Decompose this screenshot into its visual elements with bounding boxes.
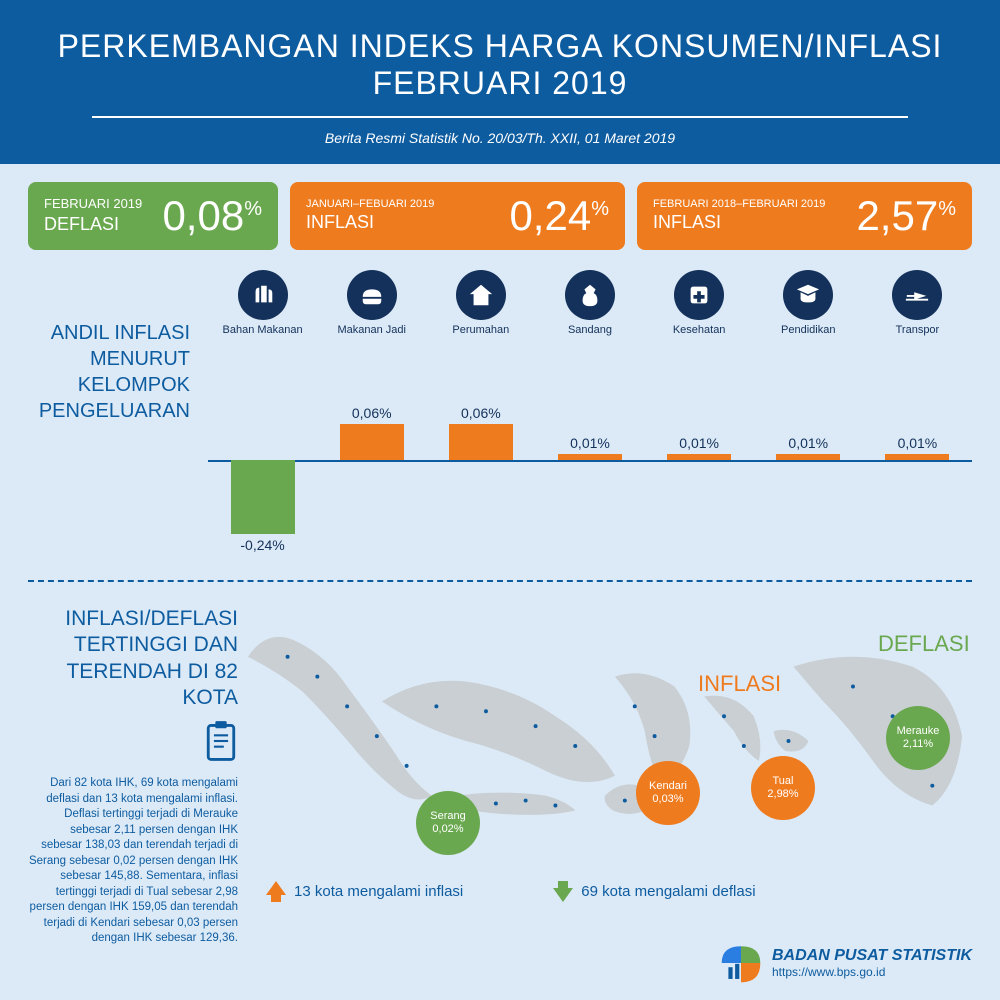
title-line1: PERKEMBANGAN INDEKS HARGA KONSUMEN/INFLA…: [20, 28, 980, 65]
pin-circle: Serang0,02%: [416, 791, 480, 855]
stat-label: INFLASI: [306, 211, 434, 234]
category-icon: [674, 270, 724, 320]
pin-tual: Tual2,98%: [751, 756, 815, 820]
neg-bar-rect: [231, 460, 295, 534]
category-icon: [892, 270, 942, 320]
category-label: Bahan Makanan: [208, 324, 317, 336]
category-kesehatan: Kesehatan: [645, 270, 754, 336]
stat-inflasi-yoy: FEBRUARI 2018–FEBRUARI 2019 INFLASI 2,57…: [637, 182, 972, 250]
bar-value: 0,06%: [352, 405, 392, 421]
pin-merauke: Merauke2,11%: [886, 706, 950, 770]
legend-text: 13 kota mengalami inflasi: [294, 883, 463, 900]
category-label: Pendidikan: [754, 324, 863, 336]
pin-value: 0,02%: [432, 823, 463, 836]
deflasi-label: DEFLASI: [878, 631, 970, 657]
bar-rect: [449, 424, 513, 460]
stat-value: 0,08%: [152, 192, 262, 240]
stat-label: DEFLASI: [44, 213, 142, 236]
header-subtitle: Berita Resmi Statistik No. 20/03/Th. XXI…: [20, 130, 980, 146]
category-label: Transpor: [863, 324, 972, 336]
map-title: INFLASI/DEFLASI TERTINGGI DAN TERENDAH D…: [28, 606, 238, 711]
category-icon: [783, 270, 833, 320]
map-text-column: INFLASI/DEFLASI TERTINGGI DAN TERENDAH D…: [28, 596, 238, 947]
map-section: INFLASI/DEFLASI TERTINGGI DAN TERENDAH D…: [0, 596, 1000, 947]
category-icon: [238, 270, 288, 320]
category-label: Kesehatan: [645, 324, 754, 336]
map-legend: 13 kota mengalami inflasi 69 kota mengal…: [266, 881, 756, 902]
header: PERKEMBANGAN INDEKS HARGA KONSUMEN/INFLA…: [0, 0, 1000, 164]
category-label: Perumahan: [426, 324, 535, 336]
bar-value: 0,01%: [898, 435, 938, 451]
pin-value: 2,98%: [767, 788, 798, 801]
clipboard-icon: [28, 721, 238, 766]
bar-value: 0,01%: [679, 435, 719, 451]
legend-inflasi: 13 kota mengalami inflasi: [266, 881, 463, 902]
stat-period: JANUARI–FEBUARI 2019: [306, 197, 434, 211]
category-icon: [565, 270, 615, 320]
stat-label: INFLASI: [653, 211, 825, 234]
title: PERKEMBANGAN INDEKS HARGA KONSUMEN/INFLA…: [20, 28, 980, 102]
pin-kendari: Kendari0,03%: [636, 761, 700, 825]
bar-3: 0,01%: [535, 342, 644, 460]
inflasi-label: INFLASI: [698, 671, 781, 697]
header-rule: [92, 116, 908, 118]
neg-bar-value: -0,24%: [240, 537, 284, 553]
category-makanan-jadi: Makanan Jadi: [317, 270, 426, 336]
bar-5: 0,01%: [754, 342, 863, 460]
org-name: BADAN PUSAT STATISTIK: [772, 946, 972, 965]
stat-inflasi-ytd: JANUARI–FEBUARI 2019 INFLASI 0,24%: [290, 182, 625, 250]
title-line2: FEBRUARI 2019: [20, 65, 980, 102]
footer: BADAN PUSAT STATISTIK https://www.bps.go…: [720, 942, 972, 984]
map-paragraph: Dari 82 kota IHK, 69 kota mengalami defl…: [28, 776, 238, 947]
chart-section: ANDIL INFLASI MENURUT KELOMPOK PENGELUAR…: [0, 260, 1000, 490]
category-perumahan: Perumahan: [426, 270, 535, 336]
stat-value: 2,57%: [846, 192, 956, 240]
pin-circle: Merauke2,11%: [886, 706, 950, 770]
category-bahan-makanan: Bahan Makanan: [208, 270, 317, 336]
category-transpor: Transpor: [863, 270, 972, 336]
category-label: Sandang: [535, 324, 644, 336]
bar-4: 0,01%: [645, 342, 754, 460]
bar-2: 0,06%: [426, 342, 535, 460]
pin-value: 0,03%: [652, 793, 683, 806]
pin-city: Tual: [773, 775, 794, 788]
bar-value: 0,06%: [461, 405, 501, 421]
pin-value: 2,11%: [903, 738, 933, 751]
pin-circle: Kendari0,03%: [636, 761, 700, 825]
bars-container: 0,06%0,06%0,01%0,01%0,01%0,01%-0,24%: [208, 342, 972, 462]
bar-0: [208, 342, 317, 460]
bar-1: 0,06%: [317, 342, 426, 460]
bar-rect: [340, 424, 404, 460]
bps-logo-icon: [720, 942, 762, 984]
stat-value: 0,24%: [499, 192, 609, 240]
map-canvas: INFLASI DEFLASI Serang0,02% Kendari0,03% T…: [238, 596, 972, 896]
pin-city: Kendari: [649, 780, 687, 793]
category-pendidikan: Pendidikan: [754, 270, 863, 336]
indonesia-map: [238, 596, 972, 896]
category-label: Makanan Jadi: [317, 324, 426, 336]
pin-city: Serang: [430, 810, 465, 823]
section-divider: [28, 580, 972, 582]
pin-circle: Tual2,98%: [751, 756, 815, 820]
bar-6: 0,01%: [863, 342, 972, 460]
stat-period: FEBRUARI 2018–FEBRUARI 2019: [653, 197, 825, 211]
stats-row: FEBRUARI 2019 DEFLASI 0,08% JANUARI–FEBU…: [0, 164, 1000, 260]
stat-deflasi: FEBRUARI 2019 DEFLASI 0,08%: [28, 182, 278, 250]
pin-city: Merauke: [897, 725, 940, 738]
bar-value: 0,01%: [570, 435, 610, 451]
stat-period: FEBRUARI 2019: [44, 196, 142, 213]
bar-value: 0,01%: [788, 435, 828, 451]
chart-area: Bahan MakananMakanan JadiPerumahanSandan…: [208, 270, 972, 490]
icons-row: Bahan MakananMakanan JadiPerumahanSandan…: [208, 270, 972, 336]
category-sandang: Sandang: [535, 270, 644, 336]
category-icon: [456, 270, 506, 320]
legend-deflasi: 69 kota mengalami deflasi: [553, 881, 755, 902]
category-icon: [347, 270, 397, 320]
pin-serang: Serang0,02%: [416, 791, 480, 855]
legend-text: 69 kota mengalami deflasi: [581, 883, 755, 900]
org-url: https://www.bps.go.id: [772, 965, 972, 979]
chart-title: ANDIL INFLASI MENURUT KELOMPOK PENGELUAR…: [28, 270, 208, 424]
